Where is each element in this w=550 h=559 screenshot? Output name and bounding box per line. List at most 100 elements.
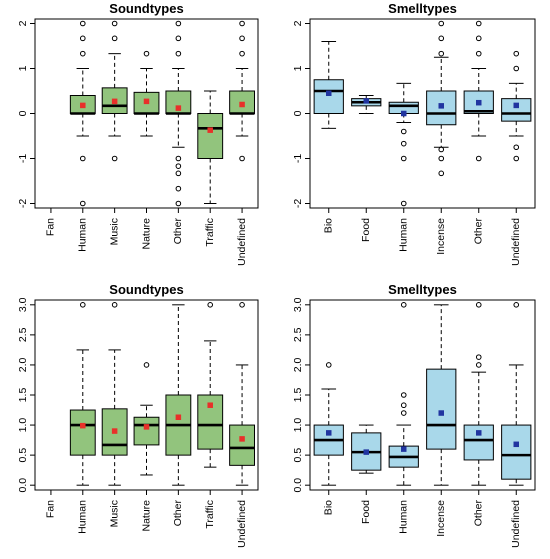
chart-title: Soundtypes: [109, 1, 183, 16]
x-tick-label: Undefined: [236, 500, 248, 548]
outlier-point: [239, 50, 245, 57]
mean-marker: [111, 98, 118, 105]
chart-title: Soundtypes: [109, 282, 183, 297]
chart-svg: Smelltypes 0.0 0.5 1.0 1.5 2.0 2.5 3.0 Bio Food Hu…: [292, 282, 536, 548]
outlier-point: [438, 146, 445, 153]
y-tick-label: -1: [292, 154, 304, 163]
x-axis: Fan Human Music Nature Other Traffic Undefined: [45, 208, 248, 266]
box-food: [351, 424, 382, 474]
x-tick-label: Human: [77, 218, 89, 252]
chart-title: Smelltypes: [388, 1, 457, 16]
box-body: [463, 424, 494, 461]
outlier-point: [400, 200, 407, 207]
outlier-point: [79, 20, 86, 27]
box-traffic: [197, 90, 224, 204]
x-tick-label: Human: [398, 500, 410, 534]
y-tick-label: 2: [17, 20, 29, 26]
box-human: [388, 302, 419, 486]
outlier-point: [475, 50, 482, 57]
outlier-point: [79, 155, 86, 162]
y-tick-label: 2: [292, 20, 304, 26]
outlier-point: [400, 402, 407, 409]
y-tick-label: 1.0: [17, 418, 29, 433]
outlier-point: [111, 302, 118, 308]
x-tick-label: Other: [473, 500, 485, 527]
y-axis: 0.0 0.5 1.0 1.5 2.0 2.5 3.0: [292, 297, 310, 492]
y-tick-label: -1: [17, 154, 29, 163]
outlier-point: [175, 163, 182, 169]
x-tick-label: Traffic: [204, 500, 216, 529]
y-tick-label: 2.0: [292, 357, 304, 372]
outlier-point: [175, 170, 182, 177]
outlier-point: [207, 302, 214, 308]
box-human: [69, 302, 96, 486]
x-tick-label: Music: [108, 500, 120, 527]
x-tick-label: Other: [172, 500, 184, 527]
outlier-point: [513, 65, 520, 72]
box-incense: [426, 304, 457, 486]
mean-marker: [111, 428, 118, 434]
outlier-point: [400, 410, 407, 416]
outlier-point: [438, 170, 445, 177]
mean-marker: [401, 110, 407, 117]
outlier-point: [400, 155, 407, 162]
box-other: [463, 20, 494, 162]
box-body: [69, 409, 96, 456]
mean-marker: [80, 102, 86, 109]
outlier-point: [79, 302, 86, 308]
x-tick-label: Human: [398, 218, 410, 252]
outlier-point: [438, 155, 445, 162]
box-traffic: [197, 302, 224, 468]
mean-marker: [513, 102, 519, 109]
outlier-point: [143, 50, 150, 57]
y-tick-label: 2.5: [17, 327, 29, 342]
y-tick-label: -2: [17, 199, 29, 208]
x-tick-label: Bio: [323, 218, 335, 233]
x-tick-label: Undefined: [510, 500, 522, 548]
x-axis: Fan Human Music Nature Other Traffic Undefined: [45, 490, 248, 548]
x-tick-label: Nature: [140, 218, 152, 250]
outlier-point: [79, 50, 86, 57]
outlier-point: [143, 362, 150, 368]
mean-marker: [239, 436, 245, 442]
y-tick-label: 0: [292, 110, 304, 116]
mean-marker: [207, 127, 213, 133]
box-music: [101, 20, 128, 162]
y-tick-label: 0.0: [292, 478, 304, 493]
outlier-point: [513, 302, 520, 308]
box-other: [165, 304, 192, 486]
outlier-point: [475, 35, 482, 42]
y-axis: -2 -1 0 1 2: [17, 20, 35, 208]
chart-svg: Soundtypes -2 -1 0 1 2 Fan Human Music Nature Othe…: [17, 1, 259, 266]
y-tick-label: 1.5: [292, 388, 304, 403]
box-other: [463, 302, 494, 486]
box-body: [501, 98, 532, 122]
box-food: [351, 95, 382, 114]
outlier-point: [438, 20, 445, 27]
y-tick-label: 1: [292, 65, 304, 71]
outlier-point: [111, 35, 118, 42]
outlier-point: [111, 20, 118, 27]
outlier-point: [438, 35, 445, 42]
box-music: [101, 302, 128, 486]
outlier-point: [400, 140, 407, 147]
outlier-point: [175, 50, 182, 57]
outlier-point: [513, 144, 520, 151]
y-tick-label: 1: [17, 65, 29, 71]
mean-marker: [80, 422, 86, 429]
box-bio: [313, 41, 344, 129]
box-undefined: [501, 50, 532, 162]
x-tick-label: Food: [360, 500, 372, 524]
x-axis: Bio Food Human Incense Other Undefined: [323, 490, 522, 548]
chart-svg: Smelltypes -2 -1 0 1 2 Bio Food Human Incense Othe…: [292, 1, 536, 266]
outlier-point: [400, 128, 407, 135]
box-incense: [426, 20, 457, 177]
x-tick-label: Other: [172, 218, 184, 245]
outlier-point: [475, 362, 482, 368]
outlier-point: [400, 392, 407, 398]
mean-marker: [438, 410, 444, 416]
y-tick-label: 0.0: [17, 478, 29, 493]
mean-marker: [438, 103, 444, 109]
box-undefined: [501, 302, 532, 486]
outlier-point: [79, 35, 86, 42]
